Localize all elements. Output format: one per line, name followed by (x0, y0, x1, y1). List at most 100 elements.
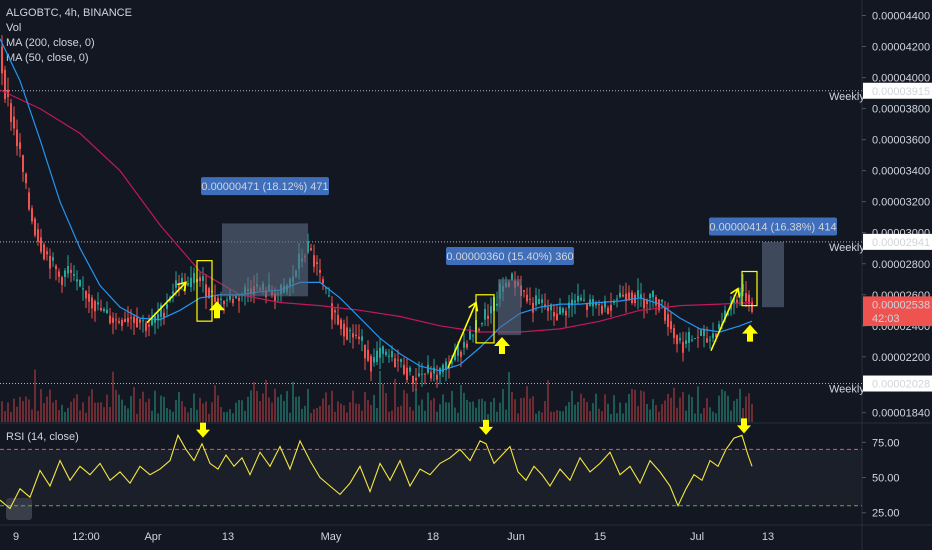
volume-bar (421, 399, 423, 422)
candle-body (463, 341, 465, 348)
volume-bar (37, 410, 39, 422)
highlight-box (741, 270, 758, 307)
time-tick-label: Jun (507, 531, 525, 543)
volume-bar (424, 410, 426, 422)
volume-bar (91, 389, 93, 422)
candle-body (94, 300, 96, 312)
candle-body (673, 328, 675, 339)
candle-body (556, 313, 558, 321)
candle-body (550, 304, 552, 311)
candle-body (139, 319, 141, 323)
candle-body (193, 272, 195, 283)
candle-body (712, 333, 714, 339)
price-tick-label: 0.00001840 (872, 408, 930, 420)
volume-bar (688, 394, 690, 422)
time-tick-label: 18 (427, 531, 439, 543)
measure-box (222, 223, 308, 297)
candle-body (316, 262, 318, 265)
candle-body (496, 303, 498, 306)
volume-bar (334, 411, 336, 422)
trend-arrow-line (710, 288, 739, 351)
volume-bar (532, 396, 534, 422)
candle-body (49, 255, 51, 269)
volume-bar (280, 394, 282, 422)
volume-bar (208, 413, 210, 422)
candle-body (544, 304, 546, 307)
price-tag-bg (863, 375, 932, 392)
price-tick-label: 0.00004400 (872, 11, 930, 23)
volume-bar (568, 402, 570, 422)
candle-body (529, 298, 531, 300)
volume-bar (496, 411, 498, 422)
volume-bar (94, 402, 96, 422)
candle-body (700, 330, 702, 336)
volume-bar (379, 370, 381, 422)
volume-bar (247, 396, 249, 422)
candle-body (310, 248, 312, 251)
candle-body (220, 298, 222, 300)
volume-bar (349, 402, 351, 422)
candle-body (385, 351, 387, 355)
candle-body (409, 367, 411, 372)
volume-bar (370, 405, 372, 422)
volume-bar (337, 401, 339, 422)
candle-body (469, 329, 471, 340)
candle-body (625, 293, 627, 301)
trend-arrow-head (177, 281, 188, 292)
volume-bar (157, 413, 159, 422)
volume-bar (685, 410, 687, 422)
candle-body (511, 273, 513, 280)
volume-bar (196, 409, 198, 422)
candle-body (535, 295, 537, 306)
candle-body (466, 343, 468, 348)
candle-body (715, 333, 717, 337)
volume-bar (529, 398, 531, 422)
volume-bar (472, 401, 474, 422)
up-arrow-icon (742, 324, 758, 342)
volume-bar (226, 411, 228, 422)
volume-bar (253, 382, 255, 422)
price-tick-label: 0.00003600 (872, 135, 930, 147)
weekly-level-label: Weekly (829, 384, 865, 396)
volume-bar (10, 411, 12, 422)
volume-bar (703, 408, 705, 422)
volume-bar (433, 398, 435, 422)
candle-body (31, 208, 33, 222)
volume-bar (19, 396, 21, 422)
volume-bar (475, 407, 477, 422)
candle-body (661, 299, 663, 302)
candle-body (532, 302, 534, 313)
candle-body (679, 338, 681, 341)
volume-bar (484, 401, 486, 422)
candle-body (40, 237, 42, 252)
candle-body (166, 304, 168, 309)
candle-body (343, 323, 345, 337)
volume-bar (517, 413, 519, 422)
volume-bar (61, 404, 63, 422)
volume-bar (649, 409, 651, 422)
volume-bar (715, 413, 717, 422)
volume-bar (706, 398, 708, 422)
volume-bar (319, 406, 321, 422)
candle-body (22, 155, 24, 172)
highlight-box (475, 294, 495, 344)
candle-body (631, 292, 633, 304)
volume-bar (112, 371, 114, 422)
volume-bar (73, 398, 75, 422)
volume-bar (16, 406, 18, 422)
candle-body (79, 279, 81, 287)
candle-body (736, 299, 738, 303)
candle-body (742, 284, 744, 292)
price-tick-label: 0.00004000 (872, 73, 930, 85)
candle-body (346, 327, 348, 340)
time-tick-label: 12:00 (72, 531, 100, 543)
candle-body (730, 304, 732, 310)
candle-body (43, 244, 45, 260)
volume-bar (49, 389, 51, 422)
ma50-legend: MA (50, close, 0) (6, 52, 89, 64)
candle-body (751, 301, 753, 312)
ma50-line (0, 38, 753, 372)
volume-bar (562, 411, 564, 422)
candle-body (361, 336, 363, 341)
